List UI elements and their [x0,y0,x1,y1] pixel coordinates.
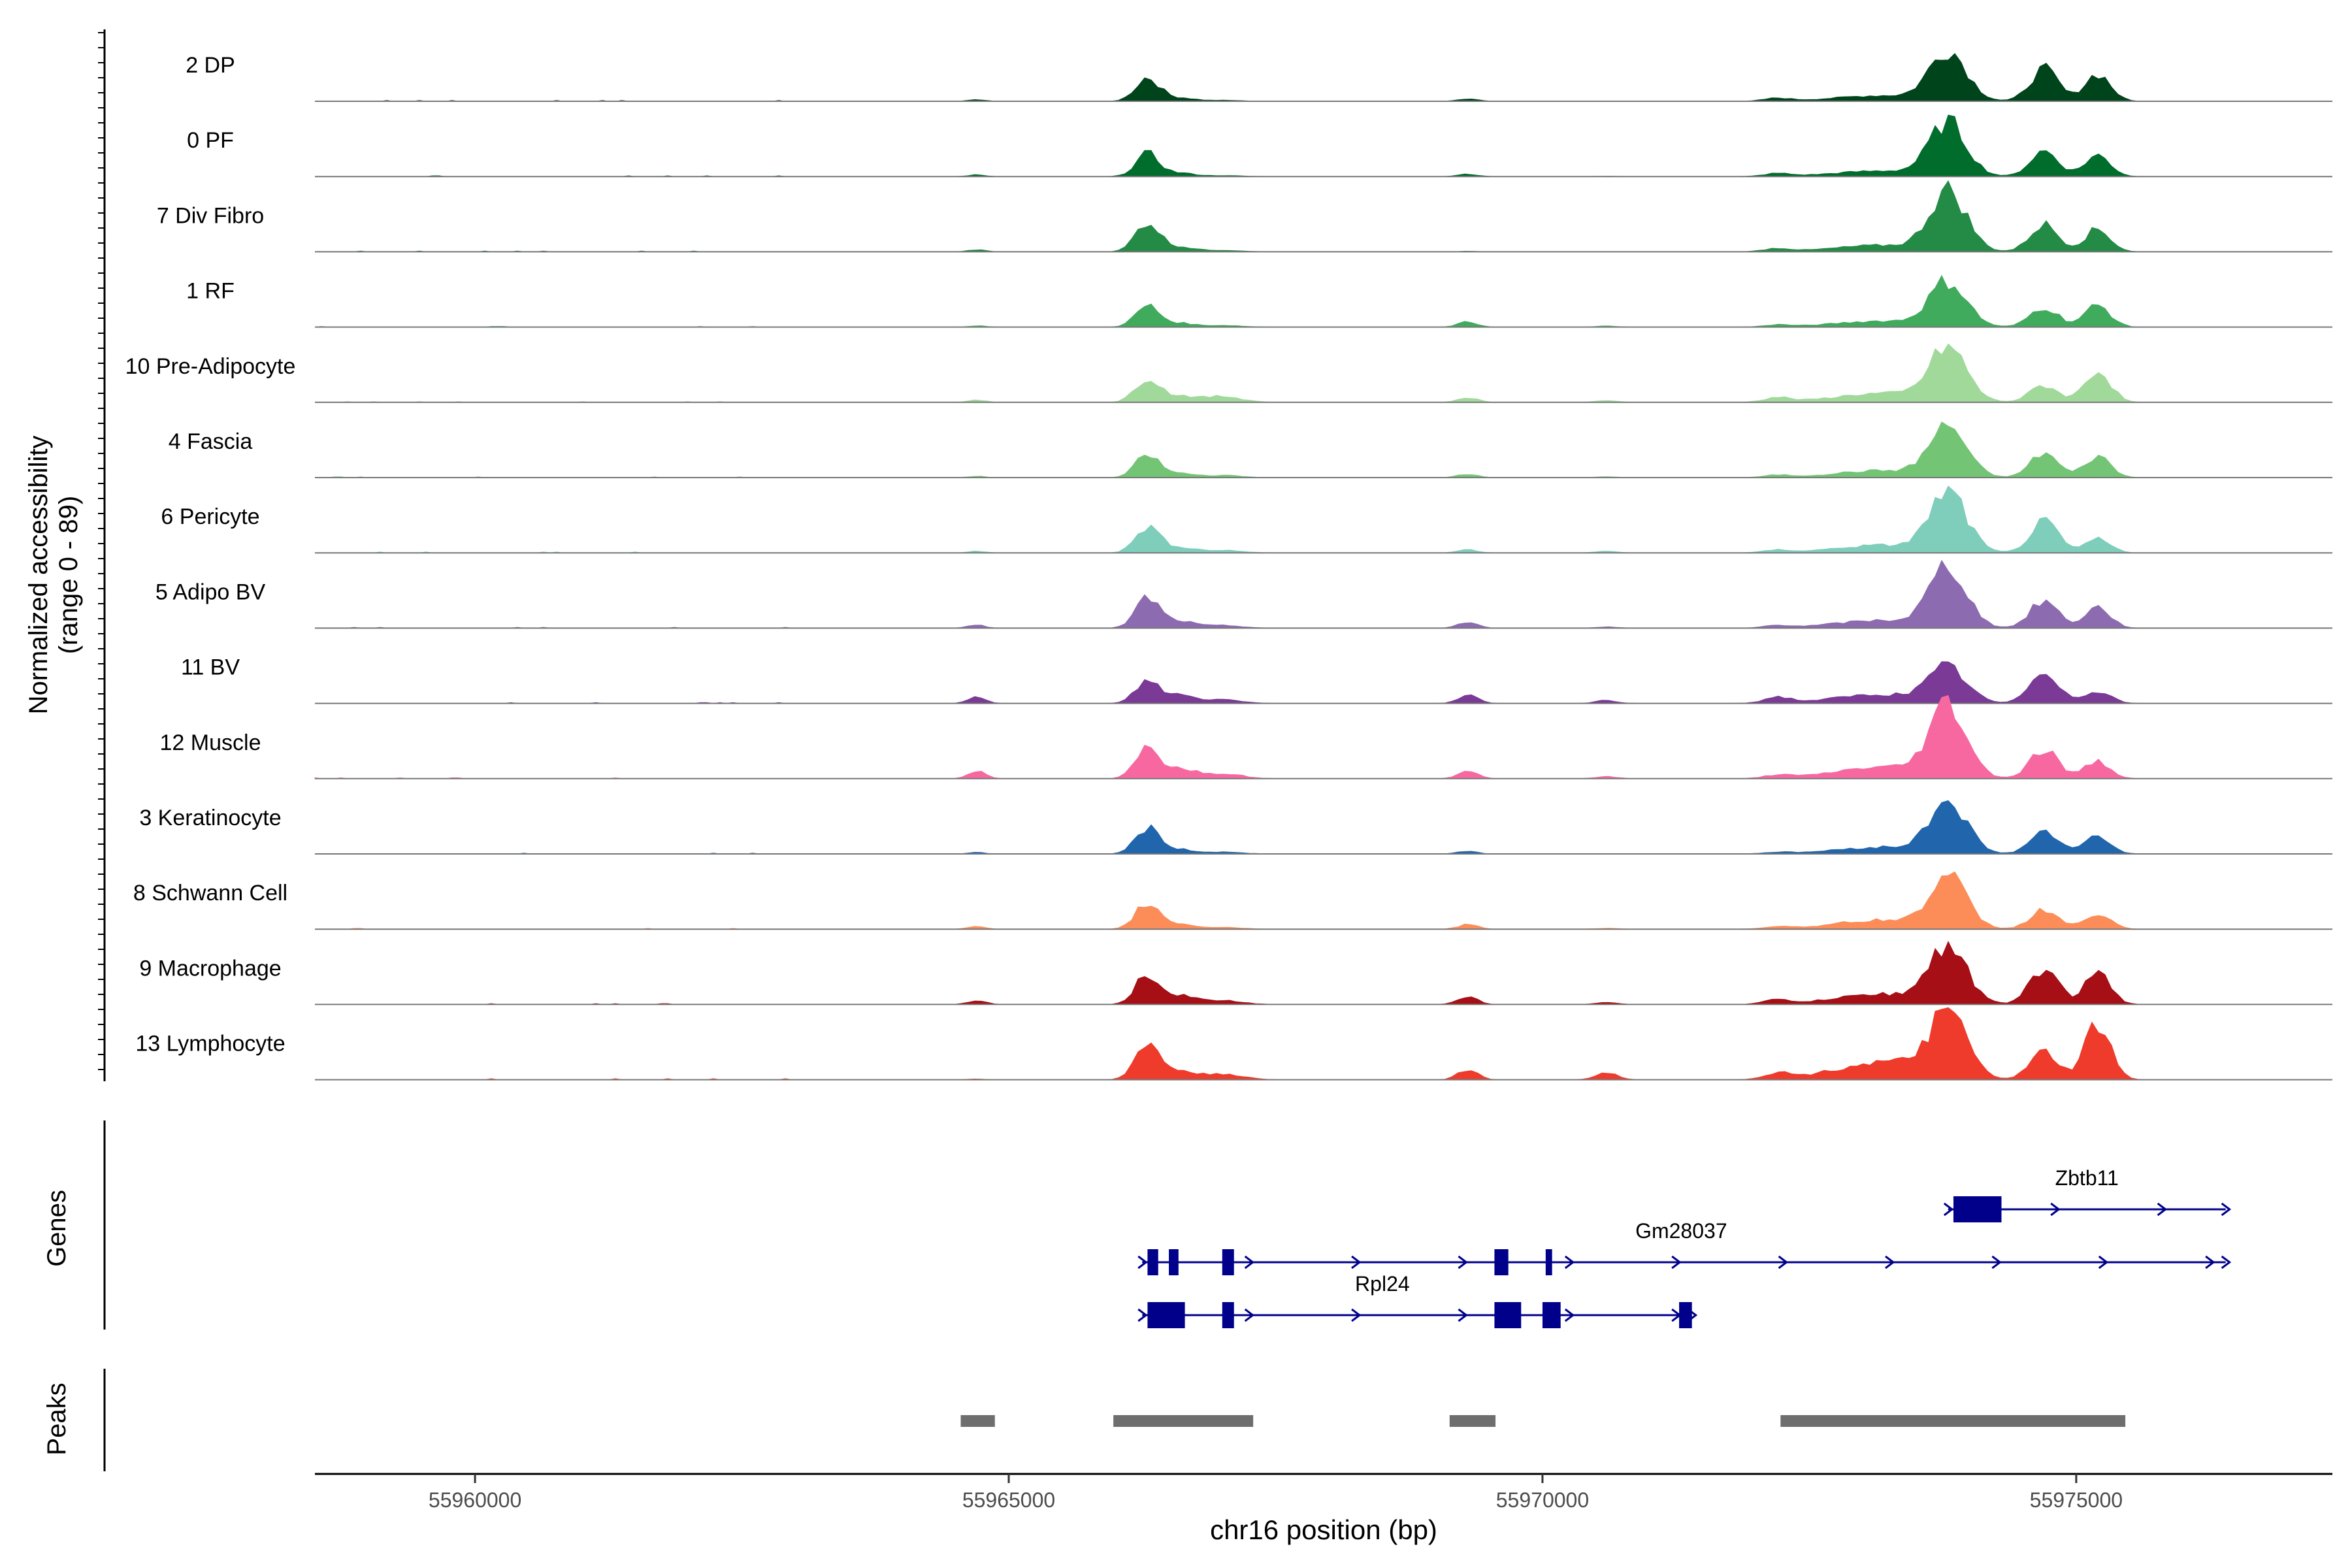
x-axis-title: chr16 position (bp) [1210,1514,1437,1545]
strand-arrow [2098,1255,2109,1269]
track-label: 11 BV [181,655,240,680]
track-label: 9 Macrophage [139,956,281,981]
track-label: 4 Fascia [169,429,253,454]
coverage-area [315,421,2332,478]
exon-block [1147,1302,1185,1328]
track-label: 10 Pre-Adipocyte [125,354,296,379]
gene-label: Gm28037 [1635,1219,1727,1243]
coverage-area [315,871,2332,930]
exon-block [1542,1302,1561,1328]
strand-arrow [1351,1308,1362,1322]
strand-arrow [2157,1202,2168,1217]
peak-bar [1113,1415,1254,1427]
track-label: 13 Lymphocyte [135,1032,285,1056]
exon-block [1953,1196,2002,1222]
strand-arrow [2221,1255,2232,1269]
strand-arrow [2050,1202,2061,1217]
track-label: 1 RF [186,279,235,304]
peak-bar [1780,1415,2126,1427]
exon-block [1222,1302,1234,1328]
exon-block [1494,1249,1509,1275]
strand-arrow [1137,1255,1148,1269]
x-axis-tick-label: 55970000 [1496,1488,1589,1512]
x-axis-tick-label: 55960000 [429,1488,521,1512]
coverage-panel: 2 DP 0 PF 7 Div Fibro 1 RF 10 Pre-Adipocyte 4… [98,29,2332,1081]
exon-block [1147,1249,1158,1275]
track-label: 12 Muscle [160,730,261,755]
coverage-area [315,940,2332,1005]
strand-arrow [1564,1308,1575,1322]
coverage-area [315,343,2332,403]
track-label: 5 Adipo BV [155,580,266,604]
track-label: 7 Div Fibro [157,203,264,228]
strand-arrow [1778,1255,1789,1269]
peak-bar [1449,1415,1496,1427]
exon-block [1494,1302,1522,1328]
track-label: 2 DP [186,53,235,78]
strand-arrow [1137,1308,1148,1322]
genes-panel: Zbtb11 Gm28037 Rpl24 [103,1120,2232,1330]
strand-arrow [1671,1255,1682,1269]
coverage-area [315,180,2332,252]
coverage-area [315,485,2332,553]
exon-block [1222,1249,1234,1275]
track-label: 0 PF [187,128,234,153]
peak-bar [960,1415,995,1427]
track-label: 3 Keratinocyte [139,806,281,830]
gene-label: Zbtb11 [2055,1166,2119,1190]
strand-arrow [1458,1255,1468,1269]
strand-arrow [1244,1255,1255,1269]
coverage-area [315,114,2332,177]
track-label: 8 Schwann Cell [133,881,287,906]
strand-arrow [1564,1255,1575,1269]
strand-arrow [2205,1255,2215,1269]
coverage-area [314,274,2332,328]
x-axis: 55960000 55965000 55970000 55975000 [315,1473,2332,1512]
peaks-track-label: Peaks [42,1382,71,1455]
genes-track-label: Genes [42,1190,71,1267]
x-axis-tick-label: 55975000 [2030,1488,2123,1512]
strand-arrow [1244,1308,1255,1322]
coverage-area [314,694,2332,779]
strand-arrow [1458,1308,1468,1322]
coverage-area [315,1007,2332,1081]
exon-block [1169,1249,1179,1275]
y-axis-range: (range 0 - 89) [54,496,83,654]
strand-arrow [1351,1255,1362,1269]
coverage-area [315,661,2332,704]
strand-arrow [2221,1202,2232,1217]
y-axis-title: Normalized accessibility [24,436,53,715]
coverage-area [315,800,2332,855]
strand-arrow [1991,1255,2002,1269]
coverage-area [315,53,2332,102]
coverage-area [315,559,2332,629]
gene-label: Rpl24 [1355,1272,1410,1296]
x-axis-tick-label: 55965000 [962,1488,1055,1512]
exon-block [1679,1302,1692,1328]
strand-arrow [1885,1255,1895,1269]
peaks-panel [103,1369,2126,1471]
exon-block [1545,1249,1552,1275]
track-label: 6 Pericyte [161,504,259,529]
strand-arrow [1943,1202,1954,1217]
